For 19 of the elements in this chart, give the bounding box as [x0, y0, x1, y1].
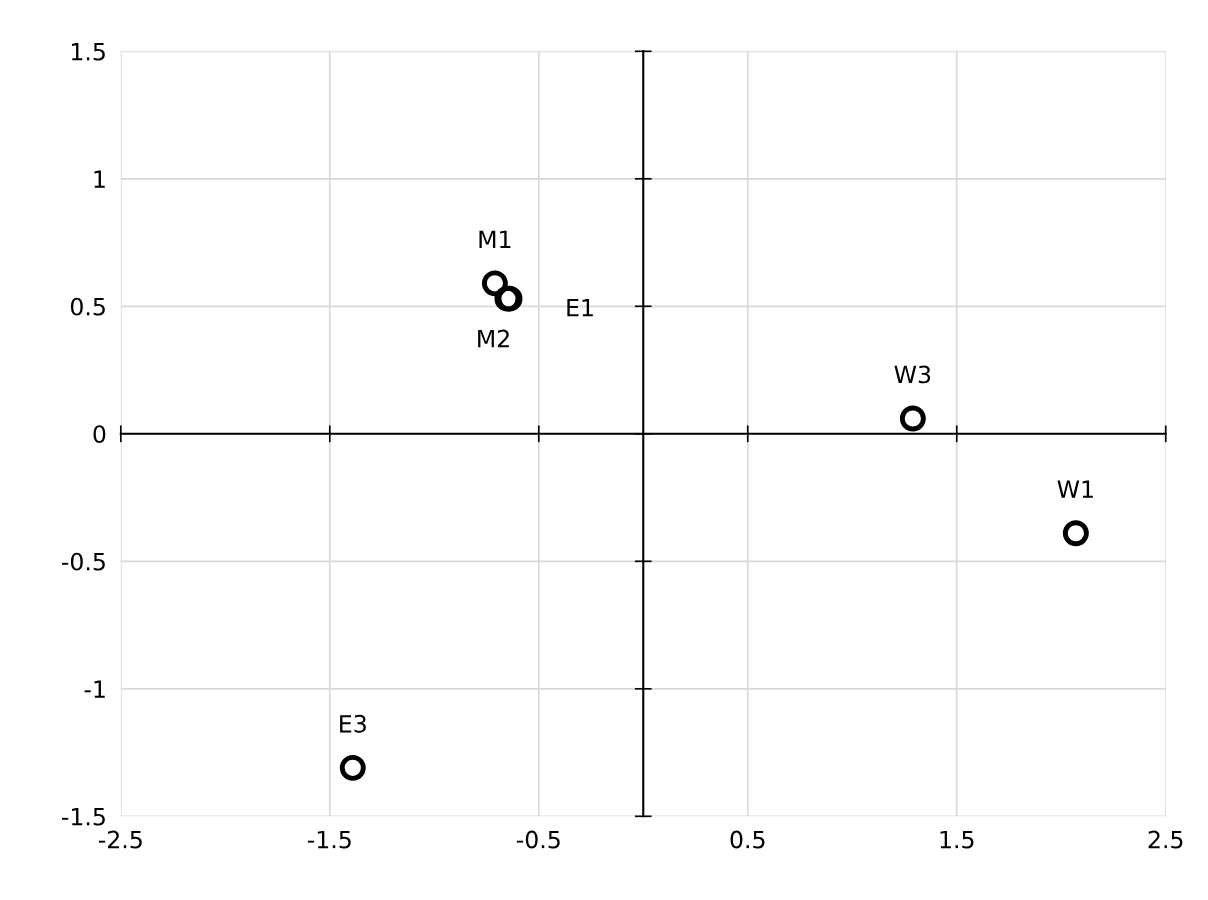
y-tick-label: -1: [84, 680, 105, 698]
annotation: M1: [479, 230, 511, 248]
x-tick-label: 2.5: [1148, 830, 1183, 849]
y-tick-label: -1.5: [62, 808, 105, 826]
x-tick-label: 1.5: [940, 830, 974, 849]
y-tick-label: 1.5: [71, 43, 105, 61]
annotation: E3: [340, 714, 366, 733]
annotation: E1: [567, 299, 593, 317]
x-tick-label: 0.5: [730, 830, 765, 849]
y-tick-label: 0: [93, 425, 106, 444]
y-tick-label: 0.5: [70, 297, 105, 316]
y-tick-label: 1: [94, 170, 105, 188]
x-tick-label: -2.5: [98, 830, 142, 849]
x-tick-label: -1.5: [307, 830, 351, 849]
y-tick-label: -0.5: [62, 552, 105, 571]
annotation: M2: [478, 329, 509, 348]
annotation: W3: [894, 365, 931, 384]
x-tick-label: -0.5: [516, 830, 560, 849]
annotation: W1: [1057, 480, 1093, 498]
